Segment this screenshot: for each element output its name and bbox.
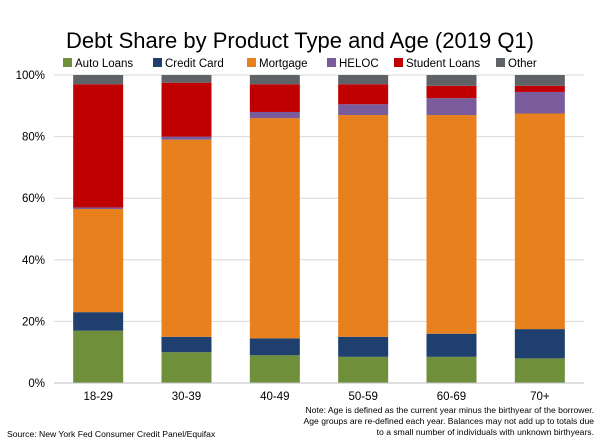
legend-label-auto-loans: Auto Loans xyxy=(75,58,133,70)
y-axis: 0% 20% 40% 60% 80% 100% xyxy=(16,70,45,390)
bar-student-loans-30-39 xyxy=(161,82,212,137)
y-tick-label: 20% xyxy=(22,316,45,328)
bar-credit-card-30-39 xyxy=(161,336,212,353)
bar-student-loans-18-29 xyxy=(73,84,124,208)
y-tick-label: 100% xyxy=(16,70,45,82)
legend-swatch-auto-loans xyxy=(63,58,72,67)
bar-credit-card-40-49 xyxy=(249,338,300,356)
bar-mortgage-60-69 xyxy=(426,115,477,334)
legend-label-credit-card: Credit Card xyxy=(165,58,224,70)
bar-other-60-69 xyxy=(426,75,477,86)
x-tick-label: 30-39 xyxy=(172,391,201,403)
bar-student-loans-40-49 xyxy=(249,84,300,112)
legend-swatch-mortgage xyxy=(247,58,256,67)
bar-credit-card-50-59 xyxy=(338,336,389,357)
bar-other-18-29 xyxy=(73,75,124,85)
x-tick-label: 70+ xyxy=(530,391,550,403)
bar-auto-loans-40-49 xyxy=(249,355,300,383)
bar-other-50-59 xyxy=(338,75,389,85)
bar-mortgage-40-49 xyxy=(249,118,300,339)
bar-auto-loans-18-29 xyxy=(73,330,124,383)
bar-mortgage-18-29 xyxy=(73,208,124,313)
bar-mortgage-50-59 xyxy=(338,115,389,337)
x-tick-label: 40-49 xyxy=(260,391,289,403)
y-tick-label: 60% xyxy=(22,193,45,205)
bar-auto-loans-50-59 xyxy=(338,356,389,383)
bar-other-70 xyxy=(514,75,565,86)
y-tick-label: 40% xyxy=(22,255,45,267)
legend-swatch-heloc xyxy=(327,58,336,67)
bar-heloc-18-29 xyxy=(73,207,124,209)
bar-student-loans-70 xyxy=(514,85,565,92)
source-text: Source: New York Fed Consumer Credit Pan… xyxy=(7,429,216,439)
bar-student-loans-50-59 xyxy=(338,84,389,105)
bar-credit-card-18-29 xyxy=(73,312,124,331)
x-tick-label: 18-29 xyxy=(83,391,112,403)
legend-swatch-other xyxy=(496,58,505,67)
bars xyxy=(73,75,565,383)
bar-credit-card-70 xyxy=(514,329,565,359)
legend-swatch-credit-card xyxy=(153,58,162,67)
chart-title: Debt Share by Product Type and Age (2019… xyxy=(66,28,534,53)
gridlines xyxy=(54,74,584,384)
x-tick-label: 60-69 xyxy=(437,391,466,403)
bar-auto-loans-70 xyxy=(514,358,565,383)
legend: Auto Loans Credit Card Mortgage HELOC Studen… xyxy=(63,58,537,70)
bar-student-loans-60-69 xyxy=(426,85,477,99)
legend-label-student-loans: Student Loans xyxy=(406,58,480,70)
bar-heloc-50-59 xyxy=(338,104,389,116)
bar-heloc-60-69 xyxy=(426,98,477,116)
legend-label-mortgage: Mortgage xyxy=(259,58,308,70)
bar-heloc-30-39 xyxy=(161,136,212,140)
bar-mortgage-70 xyxy=(514,113,565,330)
bar-other-30-39 xyxy=(161,75,212,83)
bar-auto-loans-30-39 xyxy=(161,352,212,383)
bar-credit-card-60-69 xyxy=(426,333,477,357)
x-tick-label: 50-59 xyxy=(348,391,377,403)
y-tick-label: 0% xyxy=(28,378,45,390)
bar-mortgage-30-39 xyxy=(161,139,212,337)
y-tick-label: 80% xyxy=(22,132,45,144)
x-axis: 18-29 30-39 40-49 50-59 60-69 70+ xyxy=(54,382,584,403)
legend-label-heloc: HELOC xyxy=(339,58,379,70)
bar-auto-loans-60-69 xyxy=(426,356,477,383)
bar-heloc-70 xyxy=(514,91,565,114)
footnote: Note: Age is defined as the current year… xyxy=(303,405,594,437)
bar-other-40-49 xyxy=(249,75,300,85)
legend-label-other: Other xyxy=(508,58,537,70)
bar-heloc-40-49 xyxy=(249,111,300,119)
legend-swatch-student-loans xyxy=(394,58,403,67)
